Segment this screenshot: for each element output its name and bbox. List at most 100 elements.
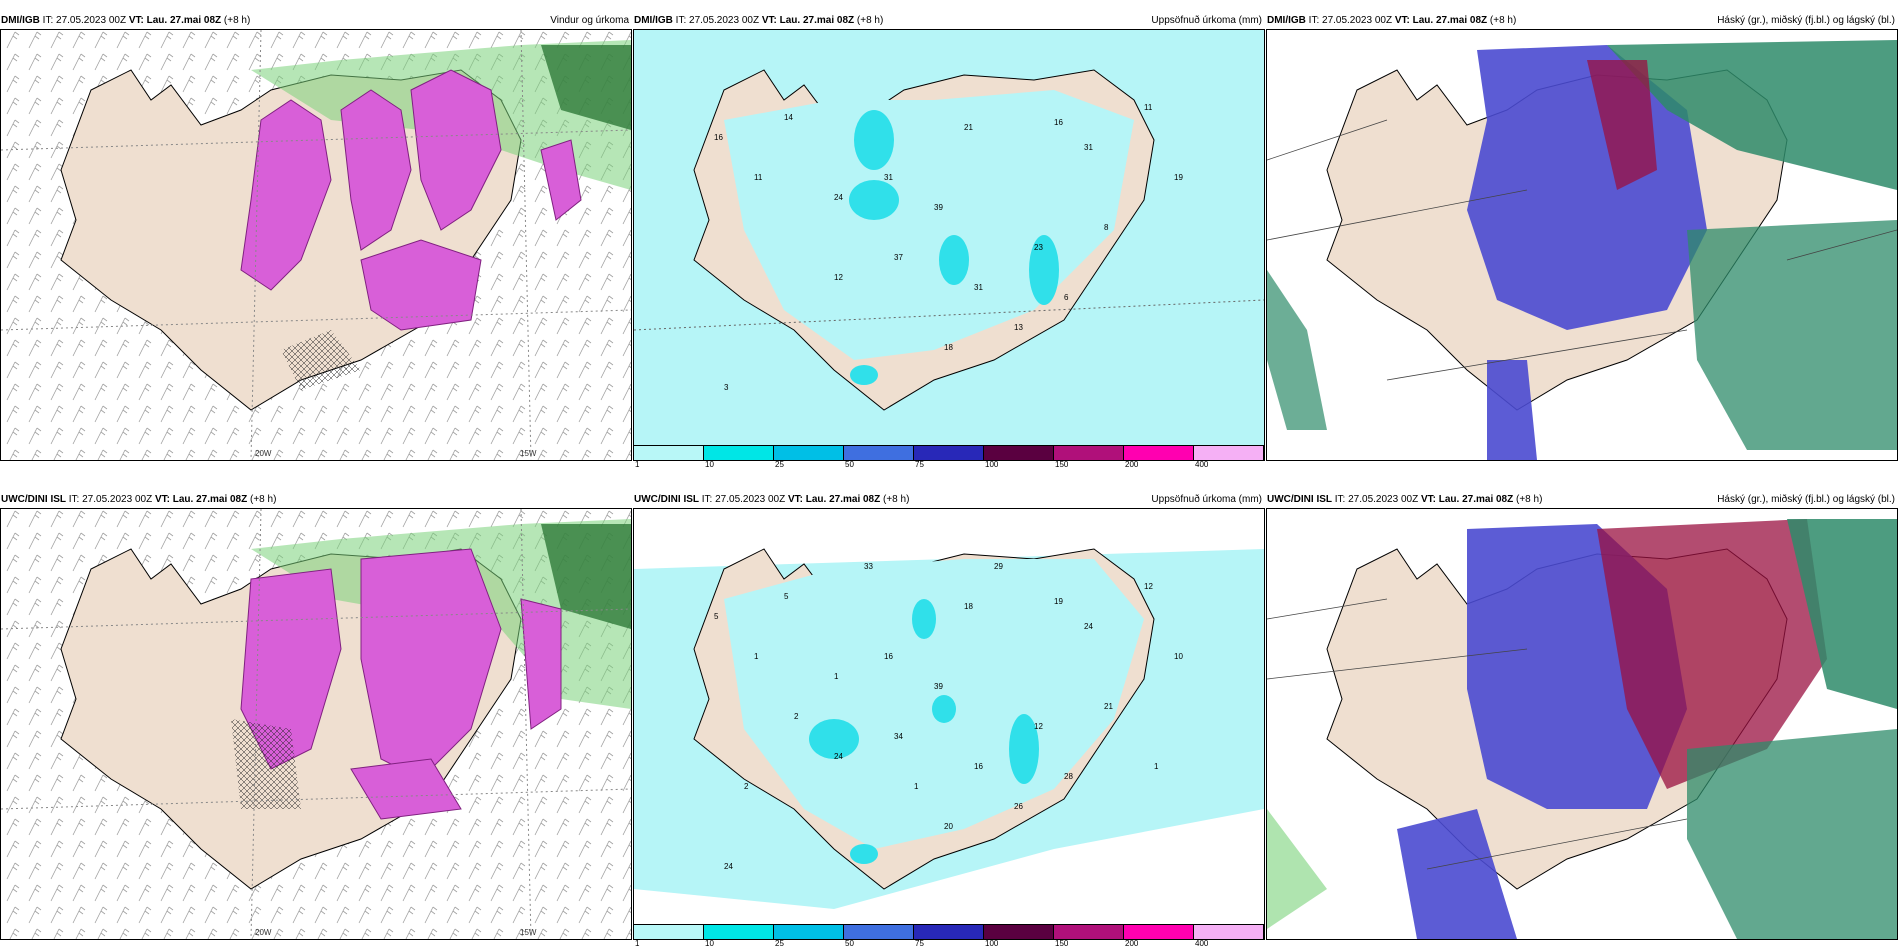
precip-value: 19	[1174, 173, 1183, 182]
valid-time: Lau. 27.mai 08Z	[146, 15, 222, 26]
model-name: UWC/DINI ISL	[1, 494, 66, 505]
precip-value: 2	[744, 782, 749, 791]
panel-header: UWC/DINI ISL IT: 27.05.2023 00Z VT: Lau.…	[0, 492, 632, 508]
panel-title: Uppsöfnuð úrkoma (mm)	[1151, 15, 1262, 26]
colorbar-tick-label: 150	[1055, 460, 1069, 469]
precip-value: 13	[1014, 323, 1023, 332]
precip-value: 12	[1144, 582, 1153, 591]
colorbar-tick-label: 50	[845, 460, 854, 469]
colorbar-swatch	[1194, 925, 1264, 939]
valid-label: VT:	[154, 494, 170, 505]
colorbar-swatch	[1194, 446, 1264, 460]
colorbar-tick-label: 100	[985, 460, 999, 469]
colorbar-swatch	[984, 446, 1054, 460]
model-name: DMI/IGB	[634, 15, 673, 26]
map-accum-precip[interactable]: 5 5 1 1 16 18 19 12 10 21 28 26 20 24 34 39 16 12 24 24 33 29…	[633, 508, 1265, 940]
panel-title: Uppsöfnuð úrkoma (mm)	[1151, 494, 1262, 505]
precip-value: 10	[1174, 652, 1183, 661]
colorbar-tick-label: 1	[635, 939, 640, 948]
colorbar-swatch	[1124, 446, 1194, 460]
precip-value: 12	[1034, 722, 1043, 731]
panel-title: Háský (gr.), miðský (fj.bl.) og lágský (…	[1717, 15, 1895, 26]
colorbar-swatch	[634, 446, 704, 460]
lead-time: (+8 h)	[1489, 15, 1517, 26]
lon-label-20w: 20W	[255, 449, 272, 458]
precip-value: 34	[894, 732, 903, 741]
precip-value: 29	[994, 562, 1003, 571]
precip-value: 23	[1034, 243, 1043, 252]
precip-value: 6	[1064, 293, 1069, 302]
panel-header: UWC/DINI ISL IT: 27.05.2023 00Z VT: Lau.…	[633, 492, 1265, 508]
map-clouds[interactable]	[1266, 29, 1898, 461]
precip-value: 16	[714, 133, 723, 142]
valid-time: Lau. 27.mai 08Z	[172, 494, 248, 505]
map-accum-precip[interactable]: 14 16 11 24 31 21 16 11 19 8 6 13 18 12 37 39 31 23 3 31	[633, 29, 1265, 461]
lead-time: (+8 h)	[223, 15, 251, 26]
colorbar-swatch	[634, 925, 704, 939]
lon-label-15w: 15W	[520, 449, 537, 458]
map-svg	[1267, 519, 1897, 939]
precip-value: 24	[724, 862, 733, 871]
colorbar-tick-label: 100	[985, 939, 999, 948]
panel-clouds-dmi: DMI/IGB IT: 27.05.2023 00Z VT: Lau. 27.m…	[1266, 13, 1898, 461]
precip-value: 21	[964, 123, 973, 132]
valid-time: Lau. 27.mai 08Z	[1412, 15, 1488, 26]
colorbar-tick-label: 150	[1055, 939, 1069, 948]
model-name: UWC/DINI ISL	[1267, 494, 1332, 505]
valid-time: Lau. 27.mai 08Z	[805, 494, 881, 505]
precip-value: 2	[794, 712, 799, 721]
colorbar-swatch	[984, 925, 1054, 939]
precip-value: 16	[974, 762, 983, 771]
precip-value: 8	[1104, 223, 1109, 232]
precip-value: 26	[1014, 802, 1023, 811]
precip-value: 11	[754, 173, 763, 182]
precip-value: 39	[934, 682, 943, 691]
colorbar-tick-label: 1	[635, 460, 640, 469]
precip-value: 31	[884, 173, 893, 182]
panel-header: DMI/IGB IT: 27.05.2023 00Z VT: Lau. 27.m…	[633, 13, 1265, 29]
colorbar-tick-label: 25	[775, 460, 784, 469]
precip-value: 24	[834, 752, 843, 761]
map-svg: 14 16 11 24 31 21 16 11 19 8 6 13 18 12 37 39 31 23 3 31	[634, 30, 1264, 445]
colorbar-swatch	[1054, 925, 1124, 939]
precip-value: 12	[834, 273, 843, 282]
colorbar-tick-label: 75	[915, 939, 924, 948]
valid-label: VT:	[1394, 15, 1410, 26]
precip-value: 19	[1054, 597, 1063, 606]
colorbar-tick-label: 200	[1125, 939, 1139, 948]
init-time: IT: 27.05.2023 00Z	[701, 494, 786, 505]
colorbar-tick-label: 400	[1195, 939, 1209, 948]
lead-time: (+8 h)	[856, 15, 884, 26]
map-clouds[interactable]	[1266, 508, 1898, 940]
map-wind-precip[interactable]	[0, 29, 632, 461]
panel-precip-dmi: DMI/IGB IT: 27.05.2023 00Z VT: Lau. 27.m…	[633, 13, 1265, 469]
valid-time: Lau. 27.mai 08Z	[779, 15, 855, 26]
precip-value: 21	[1104, 702, 1113, 711]
lead-time: (+8 h)	[1516, 494, 1543, 505]
colorbar-swatch	[844, 925, 914, 939]
colorbar-tick-label: 400	[1195, 460, 1209, 469]
model-name: UWC/DINI ISL	[634, 494, 699, 505]
valid-label: VT:	[128, 15, 144, 26]
precip-value: 18	[964, 602, 973, 611]
precip-value: 5	[714, 612, 719, 621]
panel-header: DMI/IGB IT: 27.05.2023 00Z VT: Lau. 27.m…	[0, 13, 632, 29]
precip-value: 18	[944, 343, 953, 352]
colorbar-ticks: 1 10 25 50 75 100 150 200 400	[633, 939, 1263, 951]
precip-value: 39	[934, 203, 943, 212]
precip-value: 11	[1144, 103, 1153, 112]
colorbar-swatch	[1054, 446, 1124, 460]
map-svg	[1, 30, 631, 460]
precip-value: 31	[1084, 143, 1093, 152]
precip-value: 37	[894, 253, 903, 262]
colorbar-swatch	[914, 925, 984, 939]
map-wind-precip[interactable]	[0, 508, 632, 940]
precip-value: 1	[754, 652, 759, 661]
map-svg	[1267, 40, 1897, 460]
colorbar-tick-label: 10	[705, 939, 714, 948]
precip-value: 24	[1084, 622, 1093, 631]
panel-precip-uwc: UWC/DINI ISL IT: 27.05.2023 00Z VT: Lau.…	[633, 492, 1265, 948]
colorbar-swatch	[774, 446, 844, 460]
